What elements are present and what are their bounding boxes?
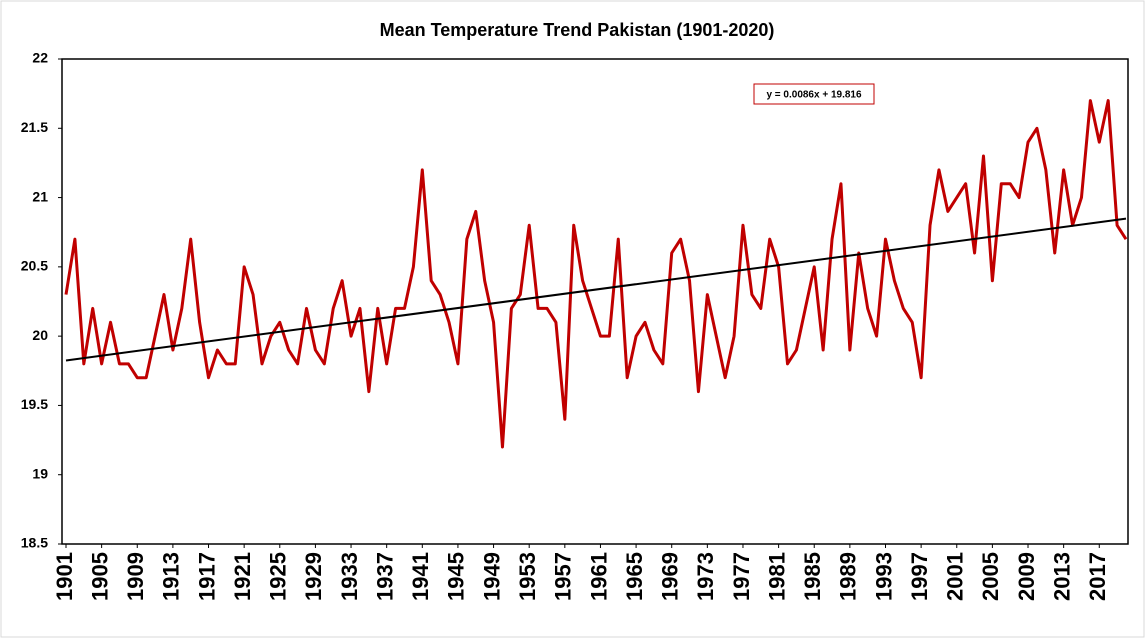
y-tick-label: 20.5 xyxy=(21,258,48,274)
x-tick-label: 1997 xyxy=(907,552,932,601)
data-line xyxy=(64,99,1128,449)
y-tick-label: 19 xyxy=(32,465,48,481)
x-tick-label: 1913 xyxy=(159,552,184,601)
x-tick-label: 1973 xyxy=(693,552,718,601)
x-tick-label: 1937 xyxy=(372,552,397,601)
x-tick-label: 1921 xyxy=(230,552,255,601)
x-tick-label: 1929 xyxy=(301,552,326,601)
x-tick-label: 1985 xyxy=(800,552,825,601)
x-tick-label: 1953 xyxy=(515,552,540,601)
x-tick-label: 1941 xyxy=(408,552,433,601)
y-tick-label: 22 xyxy=(32,50,48,66)
y-tick-label: 18.5 xyxy=(21,535,48,551)
x-tick-label: 1981 xyxy=(764,552,789,601)
y-tick-label: 21 xyxy=(32,188,48,204)
x-tick-label: 1909 xyxy=(123,552,148,601)
plot-area xyxy=(61,58,1129,545)
x-tick-label: 2013 xyxy=(1049,552,1074,601)
x-tick-label: 1917 xyxy=(194,552,219,601)
x-tick-label: 1969 xyxy=(658,552,683,601)
x-tick-label: 1925 xyxy=(266,552,291,601)
trend-label-box xyxy=(753,83,875,105)
x-tick-label: 1949 xyxy=(479,552,504,601)
x-tick-label: 1961 xyxy=(586,552,611,601)
x-tick-label: 1977 xyxy=(729,552,754,601)
x-tick-label: 1957 xyxy=(551,552,576,601)
x-tick-label: 2001 xyxy=(943,552,968,601)
x-tick-label: 1965 xyxy=(622,552,647,601)
x-tick-label: 1945 xyxy=(444,552,469,601)
x-tick-label: 2005 xyxy=(978,552,1003,601)
chart-title: Mean Temperature Trend Pakistan (1901-20… xyxy=(380,20,775,40)
x-tick-label: 1933 xyxy=(337,552,362,601)
x-tick-label: 1989 xyxy=(836,552,861,601)
x-tick-label: 2009 xyxy=(1014,552,1039,601)
trend-label: y = 0.0086x + 19.816 xyxy=(766,90,862,101)
x-tick-label: 1901 xyxy=(52,552,77,601)
x-tick-label: 1905 xyxy=(87,552,112,601)
x-tick-label: 1993 xyxy=(871,552,896,601)
y-tick-label: 20 xyxy=(32,327,48,343)
y-tick-label: 21.5 xyxy=(21,119,48,135)
trend-line xyxy=(65,217,1127,362)
y-tick-label: 19.5 xyxy=(21,396,48,412)
x-tick-label: 2017 xyxy=(1085,552,1110,601)
